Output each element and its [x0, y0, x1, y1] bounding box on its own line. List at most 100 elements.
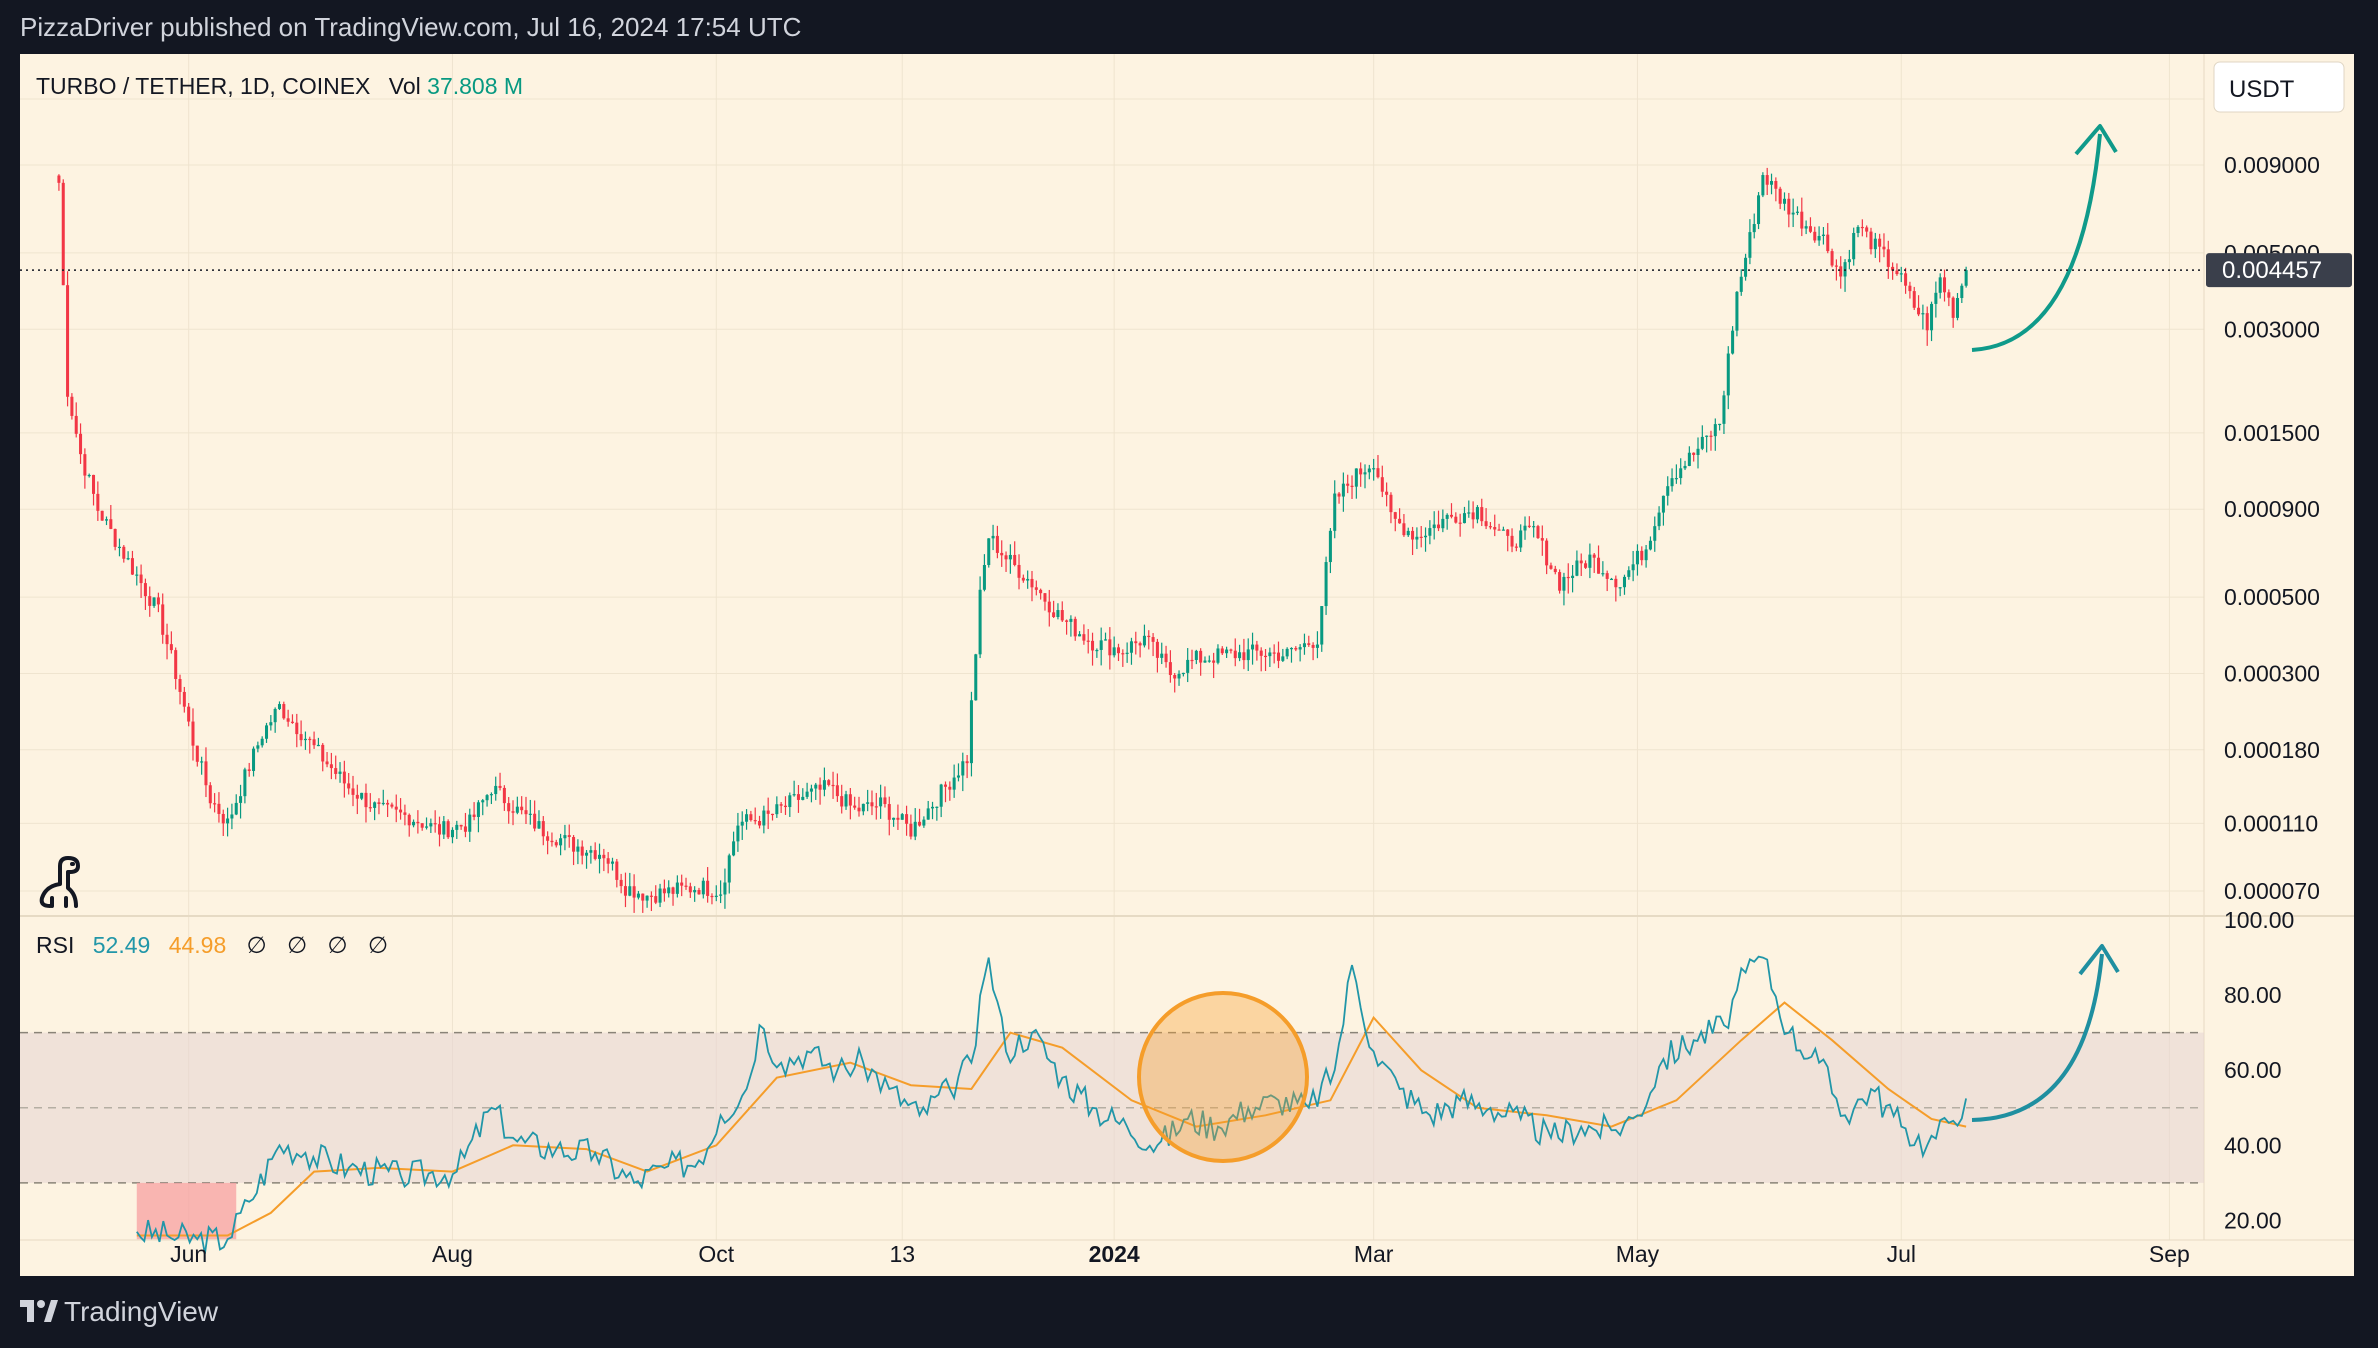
rsi-arrow [1971, 953, 2104, 1122]
rsi-value: 52.49 [93, 932, 151, 958]
candle-body [498, 785, 502, 788]
candle-body [559, 838, 563, 846]
candle-body [1830, 251, 1834, 266]
candle-body [412, 821, 416, 826]
price-arrow-head [2074, 124, 2118, 156]
footer-brand[interactable]: TradingView [64, 1296, 219, 1327]
candle-body [381, 802, 385, 805]
candle-body [1804, 226, 1808, 229]
candle-body [1925, 313, 1929, 331]
candle-body [1060, 610, 1064, 621]
candle-body [809, 788, 813, 792]
candle-body [1735, 291, 1739, 331]
candle-body [654, 896, 658, 903]
candle-body [1536, 526, 1540, 539]
pair-label: TURBO / TETHER, 1D, COINEX [36, 73, 370, 99]
candle-body [1095, 649, 1099, 652]
candle-body [779, 804, 783, 806]
candle-body [96, 493, 100, 511]
candle-body [1808, 226, 1812, 232]
candle-body [1238, 652, 1242, 659]
price-tick-label: 0.000900 [2224, 496, 2320, 522]
candle-body [511, 811, 515, 813]
candle-body [1834, 265, 1838, 267]
candle-body [161, 604, 165, 635]
candle-body [1562, 576, 1566, 591]
candle-body [1722, 395, 1726, 424]
candle-body [1173, 675, 1177, 679]
candle-body [1155, 641, 1159, 658]
rsi-extra-2: ∅ [287, 932, 307, 958]
candle-body [623, 886, 627, 896]
candle-body [1592, 554, 1596, 558]
candle-body [589, 850, 593, 853]
candle-body [1744, 257, 1748, 277]
annotations [1137, 124, 2120, 1163]
candle-body [848, 794, 852, 806]
candle-body [1865, 227, 1869, 232]
candle-body [662, 888, 666, 894]
candle-body [1346, 483, 1350, 486]
candle-body [1467, 512, 1471, 514]
candle-body [1168, 662, 1172, 676]
candle-body [1839, 266, 1843, 277]
candle-body [135, 574, 139, 576]
candle-body [217, 803, 221, 814]
candle-body [494, 785, 498, 795]
candle-body [974, 654, 978, 701]
candle-body [870, 802, 874, 807]
candle-body [1765, 175, 1769, 185]
candle-body [1056, 610, 1060, 617]
candle-body [1588, 554, 1592, 568]
candle-body [1160, 653, 1164, 658]
candle-body [399, 809, 403, 813]
candle-body [182, 691, 186, 707]
candle-body [243, 769, 247, 797]
candle-body [1527, 525, 1531, 527]
candle-body [969, 700, 973, 764]
rsi-ma-value: 44.98 [169, 932, 227, 958]
rsi-tick-label: 60.00 [2224, 1057, 2282, 1083]
candle-body [805, 791, 809, 797]
candle-body [892, 817, 896, 820]
candle-body [1579, 560, 1583, 564]
candle-body [1540, 538, 1544, 541]
candle-body [719, 894, 723, 896]
candle-body [1752, 224, 1756, 233]
candle-body [1264, 655, 1268, 658]
candle-body [1302, 643, 1306, 648]
candle-body [1795, 211, 1799, 213]
candle-body [1164, 653, 1168, 663]
candle-body [109, 519, 113, 529]
candle-body [1791, 212, 1795, 215]
candle-body [450, 829, 454, 838]
currency-badge[interactable] [2213, 61, 2345, 113]
time-tick-label: 2024 [1089, 1241, 1140, 1267]
tradingview-logo-icon [20, 1300, 58, 1322]
candle-body [1878, 238, 1882, 247]
candle-body [1787, 198, 1791, 215]
candle-body [1484, 521, 1488, 527]
candle-body [1013, 554, 1017, 565]
time-tick-label: Aug [432, 1241, 473, 1267]
candle-body [1882, 246, 1886, 250]
candle-body [1627, 570, 1631, 577]
candle-body [550, 840, 554, 843]
candle-body [615, 861, 619, 880]
candle-body [1021, 577, 1025, 581]
candle-body [546, 836, 550, 841]
candle-body [1462, 513, 1466, 524]
candle-body [1644, 549, 1648, 561]
candle-body [1955, 298, 1960, 318]
candle-body [187, 706, 191, 722]
chart-canvas[interactable]: 0.0140000.0090000.0050000.0030000.001500… [20, 54, 2354, 1276]
chart-frame[interactable]: 0.0140000.0090000.0050000.0030000.001500… [20, 54, 2354, 1276]
candle-body [481, 800, 485, 803]
candle-body [1648, 540, 1652, 550]
candle-body [636, 893, 640, 898]
candle-body [1112, 647, 1116, 656]
candle-body [1860, 226, 1864, 229]
candle-body [1116, 647, 1121, 654]
candle-body [342, 771, 346, 784]
candle-body [239, 796, 243, 803]
